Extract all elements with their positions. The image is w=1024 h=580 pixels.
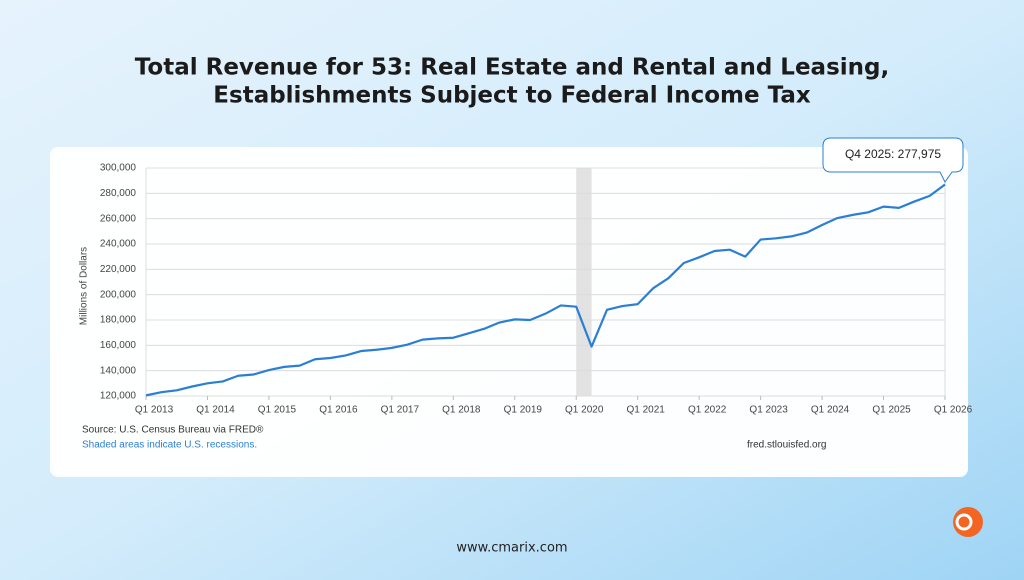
- logo: [953, 507, 983, 537]
- y-tick-label: 120,000: [100, 391, 137, 402]
- y-tick-label: 160,000: [100, 340, 137, 351]
- plot: 120,000 140,000 160,000 180,000 200,000 220,0…: [100, 163, 973, 416]
- title-line: Total Revenue for 53: Real Estate and Re…: [135, 55, 889, 81]
- x-tick-label: Q1 2024: [811, 405, 850, 416]
- tooltip: Q4 2025: 277,975: [822, 137, 964, 183]
- y-tick-label: 240,000: [100, 239, 137, 250]
- x-tick-label: Q1 2025: [872, 405, 911, 416]
- y-axis-label: Millions of Dollars: [79, 247, 90, 325]
- x-tick-label: Q1 2020: [565, 405, 604, 416]
- credit: fred.stlouisfed.org: [747, 440, 827, 451]
- x-tick-label: Q1 2021: [627, 405, 666, 416]
- x-tick-label: Q1 2017: [381, 405, 420, 416]
- recession-shade: [576, 168, 592, 396]
- y-tick-label: 140,000: [100, 365, 137, 376]
- x-tick-label: Q1 2014: [196, 405, 235, 416]
- logo-ring: [955, 513, 973, 531]
- x-tick-label: Q1 2026: [934, 405, 973, 416]
- y-tick-label: 220,000: [100, 264, 137, 275]
- y-tick-label: 200,000: [100, 289, 137, 300]
- x-tick-label: Q1 2016: [319, 405, 358, 416]
- x-tick-label: Q1 2022: [688, 405, 727, 416]
- data-line: [145, 183, 946, 397]
- y-tick-label: 300,000: [100, 163, 137, 174]
- x-tick-label: Q1 2015: [258, 405, 297, 416]
- x-tick-label: Q1 2013: [135, 405, 174, 416]
- y-tick-label: 280,000: [100, 188, 137, 199]
- tooltip-box: [822, 137, 964, 183]
- x-tick-label: Q1 2023: [749, 405, 788, 416]
- y-tick-label: 180,000: [100, 315, 137, 326]
- title-line: Establishments Subject to Federal Income…: [213, 83, 811, 109]
- recession-note: Shaded areas indicate U.S. recessions.: [82, 440, 257, 451]
- y-tick-label: 260,000: [100, 213, 137, 224]
- footer: www.cmarix.com: [456, 541, 567, 556]
- x-tick-label: Q1 2019: [504, 405, 543, 416]
- x-tick-label: Q1 2018: [442, 405, 481, 416]
- source: Source: U.S. Census Bureau via FRED®: [82, 425, 264, 436]
- chart-card: [50, 147, 968, 477]
- tooltip-text: Q4 2025: 277,975: [845, 147, 941, 161]
